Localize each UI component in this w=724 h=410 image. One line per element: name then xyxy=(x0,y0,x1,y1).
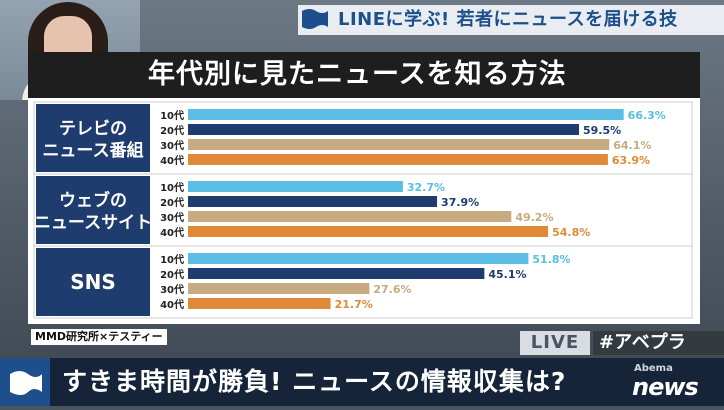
value-label: 27.6% xyxy=(373,283,411,296)
row-label: 40代 xyxy=(160,154,184,167)
source-label: MMD研究所×テスティー xyxy=(31,329,167,345)
row-label: 40代 xyxy=(160,226,184,239)
row-label: 20代 xyxy=(160,124,184,137)
bar xyxy=(188,298,331,309)
row-label: 10代 xyxy=(160,181,184,194)
header-title: LINEに学ぶ! 若者にニュースを届ける技 xyxy=(338,9,678,30)
bar xyxy=(188,283,370,294)
group-label: ウェブの xyxy=(59,190,127,211)
group-label-box xyxy=(36,176,150,244)
group-label: ニュースサイト xyxy=(34,213,152,233)
bar xyxy=(188,124,579,135)
bar xyxy=(188,109,624,120)
live-badge: LIVE xyxy=(520,331,590,355)
bottom-ticker xyxy=(0,358,724,406)
row-label: 10代 xyxy=(160,109,184,122)
hashtag-label: #アベプラ xyxy=(593,331,724,355)
chart-panel: 年代別に見たニュースを知る方法 テレビの ニュース番組 10代 66.3% 20代 59.… xyxy=(28,52,700,324)
chart-title-bar xyxy=(28,52,700,98)
bar xyxy=(188,268,485,279)
group-label-box xyxy=(36,104,150,172)
row-label: 10代 xyxy=(160,253,184,266)
ticker-text: すきま時間が勝負! ニュースの情報収集は? xyxy=(62,367,567,396)
value-label: 32.7% xyxy=(407,181,445,194)
row-label: 30代 xyxy=(160,211,184,224)
row-label: 20代 xyxy=(160,196,184,209)
value-label: 51.8% xyxy=(532,253,570,266)
bar xyxy=(188,196,438,207)
row-label: 30代 xyxy=(160,283,184,296)
row-label: 40代 xyxy=(160,298,184,311)
value-label: 64.1% xyxy=(613,139,651,152)
ticker-flag-box xyxy=(0,358,50,406)
value-label: 49.2% xyxy=(515,211,553,224)
row-label: 30代 xyxy=(160,139,184,152)
group-label-box xyxy=(36,248,150,316)
chart-title: 年代別に見たニュースを知る方法 xyxy=(148,59,567,90)
value-label: 54.8% xyxy=(552,226,590,239)
value-label: 37.9% xyxy=(441,196,479,209)
flag-icon xyxy=(10,371,42,395)
header-banner xyxy=(298,5,724,35)
value-label: 45.1% xyxy=(488,268,526,281)
value-label: 66.3% xyxy=(628,109,666,122)
bar xyxy=(188,181,403,192)
bar xyxy=(188,139,610,150)
group-label: ニュース番組 xyxy=(42,140,143,161)
bar xyxy=(188,226,549,237)
value-label: 63.9% xyxy=(612,154,650,167)
value-label: 21.7% xyxy=(335,298,373,311)
bar xyxy=(188,211,512,222)
group-label: SNS xyxy=(70,270,116,294)
bar xyxy=(188,253,529,264)
logo-small-text: Abema xyxy=(634,363,673,374)
group-label: テレビの xyxy=(59,119,127,139)
abema-news-logo: Abema news xyxy=(628,360,720,404)
flag-icon xyxy=(302,9,328,29)
value-label: 59.5% xyxy=(583,124,621,137)
row-label: 20代 xyxy=(160,268,184,281)
bar xyxy=(188,154,608,165)
logo-big-text: news xyxy=(632,373,699,401)
